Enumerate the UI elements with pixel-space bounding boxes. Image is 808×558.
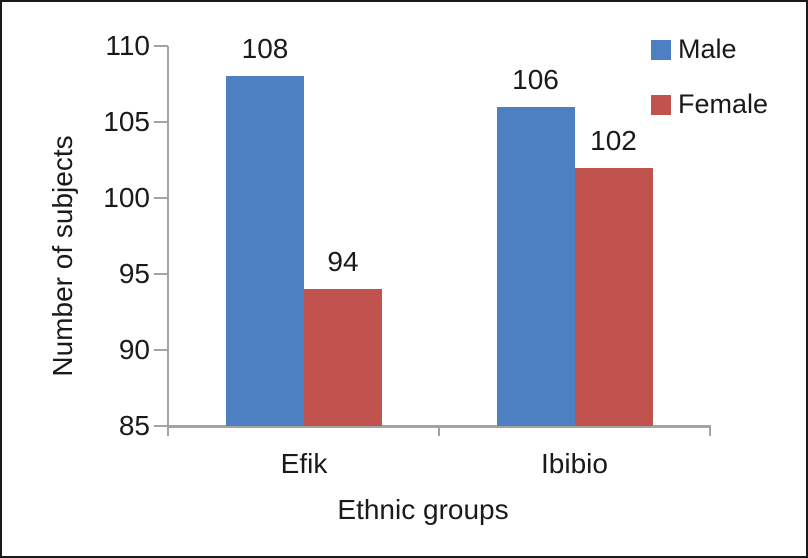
value-label-male-efik: 108	[241, 33, 289, 65]
y-tick-label: 95	[118, 258, 150, 289]
female-series-swatch	[651, 94, 671, 115]
category-label-efik: Efik	[280, 448, 328, 479]
y-axis-tick	[154, 121, 168, 123]
legend-item-female: Female	[651, 91, 768, 118]
bar-female-ibibio	[574, 167, 653, 426]
bar-female-efik	[304, 289, 382, 426]
value-label-male-ibibio: 106	[512, 63, 559, 95]
y-tick-label: 90	[118, 334, 150, 365]
bar-male-efik	[226, 76, 304, 426]
legend-label-female: Female	[678, 89, 769, 119]
legend: Male Female	[651, 36, 768, 118]
legend-label-male: Male	[678, 34, 737, 64]
y-axis-line	[167, 46, 169, 427]
value-label-female-efik: 94	[327, 246, 359, 278]
y-tick-label: 105	[103, 106, 150, 137]
y-axis-tick	[154, 349, 168, 351]
x-axis-tick	[167, 426, 169, 436]
x-axis-tick	[709, 426, 711, 436]
bar-male-ibibio	[496, 106, 575, 426]
y-axis-tick	[154, 425, 168, 427]
y-axis-title: Number of subjects	[47, 135, 78, 377]
y-tick-label: 85	[118, 410, 150, 441]
y-axis-tick	[154, 273, 168, 275]
x-axis-title: Ethnic groups	[337, 494, 509, 525]
y-axis-tick	[154, 197, 168, 199]
category-label-ibibio: Ibibio	[541, 448, 608, 479]
y-axis-tick	[154, 45, 168, 47]
y-tick-label: 110	[105, 30, 150, 61]
y-tick-label: 100	[103, 182, 150, 213]
value-label-female-ibibio: 102	[590, 124, 637, 156]
x-axis-tick	[438, 426, 440, 436]
legend-item-male: Male	[651, 36, 768, 63]
male-series-swatch	[651, 39, 671, 60]
